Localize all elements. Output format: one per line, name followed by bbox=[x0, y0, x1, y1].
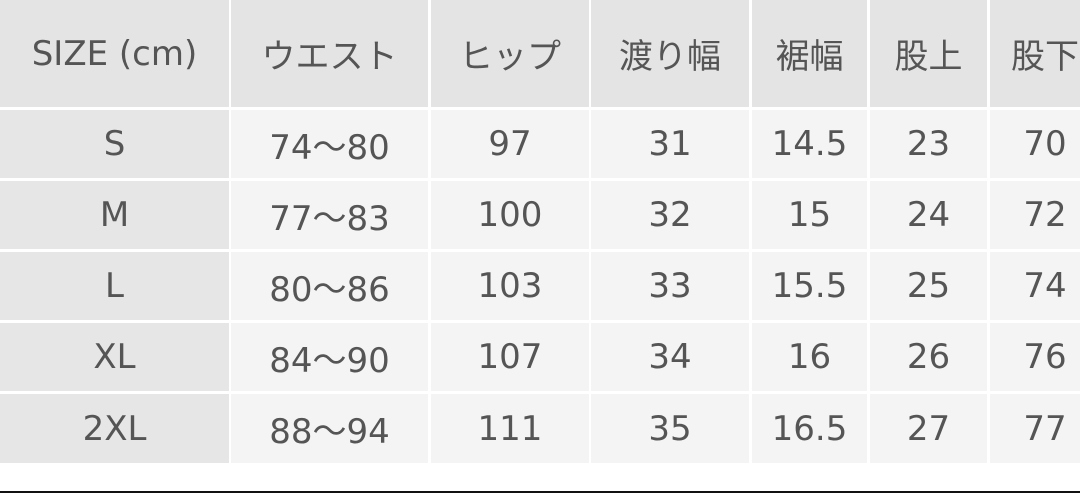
table-cell: 70 bbox=[990, 110, 1080, 178]
table-cell: 88〜94 bbox=[231, 394, 428, 463]
table-cell: 33 bbox=[591, 252, 749, 320]
header-cell: 裾幅 bbox=[752, 0, 867, 107]
table-cell: 84〜90 bbox=[231, 323, 428, 391]
size-label: M bbox=[0, 181, 229, 249]
header-cell: 股上 bbox=[870, 0, 987, 107]
table-cell: 14.5 bbox=[752, 110, 867, 178]
table-cell: 80〜86 bbox=[231, 252, 428, 320]
table-cell: 16 bbox=[752, 323, 867, 391]
table-cell: 77〜83 bbox=[231, 181, 428, 249]
table-cell: 31 bbox=[591, 110, 749, 178]
table-cell: 26 bbox=[870, 323, 987, 391]
table-cell: 74 bbox=[990, 252, 1080, 320]
table-cell: 76 bbox=[990, 323, 1080, 391]
divider bbox=[0, 491, 1080, 493]
header-cell: SIZE (cm) bbox=[0, 0, 229, 107]
table-cell: 32 bbox=[591, 181, 749, 249]
table-cell: 35 bbox=[591, 394, 749, 463]
table-cell: 15 bbox=[752, 181, 867, 249]
table-cell: 34 bbox=[591, 323, 749, 391]
table-cell: 27 bbox=[870, 394, 987, 463]
header-cell: ウエスト bbox=[231, 0, 428, 107]
table-cell: 16.5 bbox=[752, 394, 867, 463]
header-cell: ヒップ bbox=[431, 0, 589, 107]
table-cell: 111 bbox=[431, 394, 589, 463]
table-cell: 24 bbox=[870, 181, 987, 249]
table-cell: 100 bbox=[431, 181, 589, 249]
table-cell: 25 bbox=[870, 252, 987, 320]
table-cell: 74〜80 bbox=[231, 110, 428, 178]
table-cell: 72 bbox=[990, 181, 1080, 249]
table-cell: 23 bbox=[870, 110, 987, 178]
header-cell: 股下 bbox=[990, 0, 1080, 107]
size-label: L bbox=[0, 252, 229, 320]
header-cell: 渡り幅 bbox=[591, 0, 749, 107]
table-cell: 15.5 bbox=[752, 252, 867, 320]
table-cell: 103 bbox=[431, 252, 589, 320]
table-cell: 107 bbox=[431, 323, 589, 391]
size-table: SIZE (cm) ウエスト ヒップ 渡り幅 裾幅 股上 股下 S 74〜80 97 31 14.5 2… bbox=[0, 0, 1080, 463]
size-label: XL bbox=[0, 323, 229, 391]
table-cell: 97 bbox=[431, 110, 589, 178]
size-label: 2XL bbox=[0, 394, 229, 463]
table-cell: 77 bbox=[990, 394, 1080, 463]
size-label: S bbox=[0, 110, 229, 178]
